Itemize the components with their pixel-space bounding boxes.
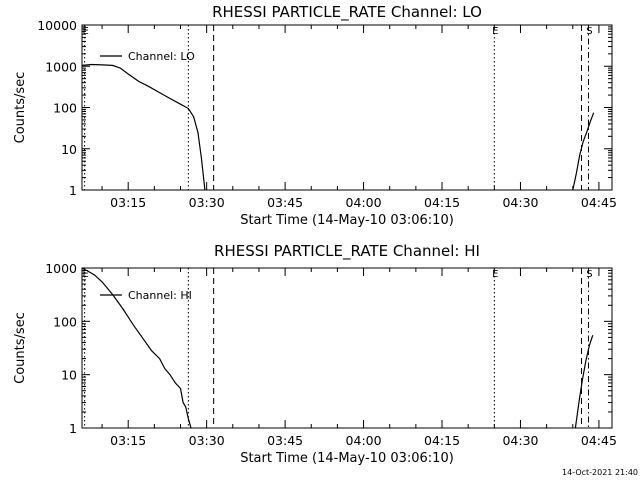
series-line <box>81 63 206 191</box>
x-tick-label: 04:00 <box>346 433 382 448</box>
x-tick-label: 03:30 <box>189 195 225 210</box>
series-line <box>574 335 594 429</box>
chart-lo-panel: RHESSI PARTICLE_RATE Channel: LO 1 10 100 10… <box>13 3 617 228</box>
event-marker-label: S <box>586 26 592 37</box>
x-axis-label: Start Time (14-May-10 03:06:10) <box>240 451 454 466</box>
series-line <box>572 112 595 191</box>
x-tick-label: 04:00 <box>346 195 382 210</box>
y-tick-label: 1 <box>69 183 77 198</box>
y-tick-label: 1000 <box>45 59 77 74</box>
legend-label: Channel: HI <box>128 289 192 302</box>
event-marker-label: E <box>492 26 498 37</box>
x-tick-label: 03:15 <box>110 433 146 448</box>
series-line <box>81 267 192 429</box>
x-tick-label: 04:15 <box>424 433 460 448</box>
x-tick-label: 04:30 <box>502 433 538 448</box>
event-marker-label: E <box>82 26 88 37</box>
chart-title: RHESSI PARTICLE_RATE Channel: LO <box>212 3 482 22</box>
x-tick-label: 03:30 <box>189 433 225 448</box>
x-axis-label: Start Time (14-May-10 03:06:10) <box>240 213 454 228</box>
y-axis-label: Counts/sec <box>13 312 28 384</box>
x-tick-label: 03:15 <box>110 195 146 210</box>
event-marker-label: E <box>82 269 88 280</box>
legend-label: Channel: LO <box>128 50 195 63</box>
event-marker-label: E <box>492 269 498 280</box>
y-axis-label: Counts/sec <box>13 72 28 144</box>
y-tick-label: 10 <box>61 368 77 383</box>
plot-timestamp: 14-Oct-2021 21:40 <box>562 468 638 477</box>
x-tick-label: 03:45 <box>267 195 303 210</box>
x-tick-label: 04:45 <box>581 195 617 210</box>
y-tick-label: 1 <box>69 421 77 436</box>
y-tick-label: 10 <box>61 142 77 157</box>
y-tick-label: 100 <box>53 314 77 329</box>
event-marker-label: S <box>586 269 592 280</box>
y-tick-label: 10000 <box>37 18 77 33</box>
x-tick-label: 04:15 <box>424 195 460 210</box>
x-tick-label: 04:45 <box>581 433 617 448</box>
y-tick-label: 100 <box>53 101 77 116</box>
x-tick-label: 04:30 <box>502 195 538 210</box>
x-tick-label: 03:45 <box>267 433 303 448</box>
plot-frame <box>81 267 613 429</box>
chart-hi-panel: RHESSI PARTICLE_RATE Channel: HI 1 10 100 10… <box>13 242 617 466</box>
y-tick-label: 1000 <box>45 261 77 276</box>
chart-title: RHESSI PARTICLE_RATE Channel: HI <box>214 242 480 261</box>
